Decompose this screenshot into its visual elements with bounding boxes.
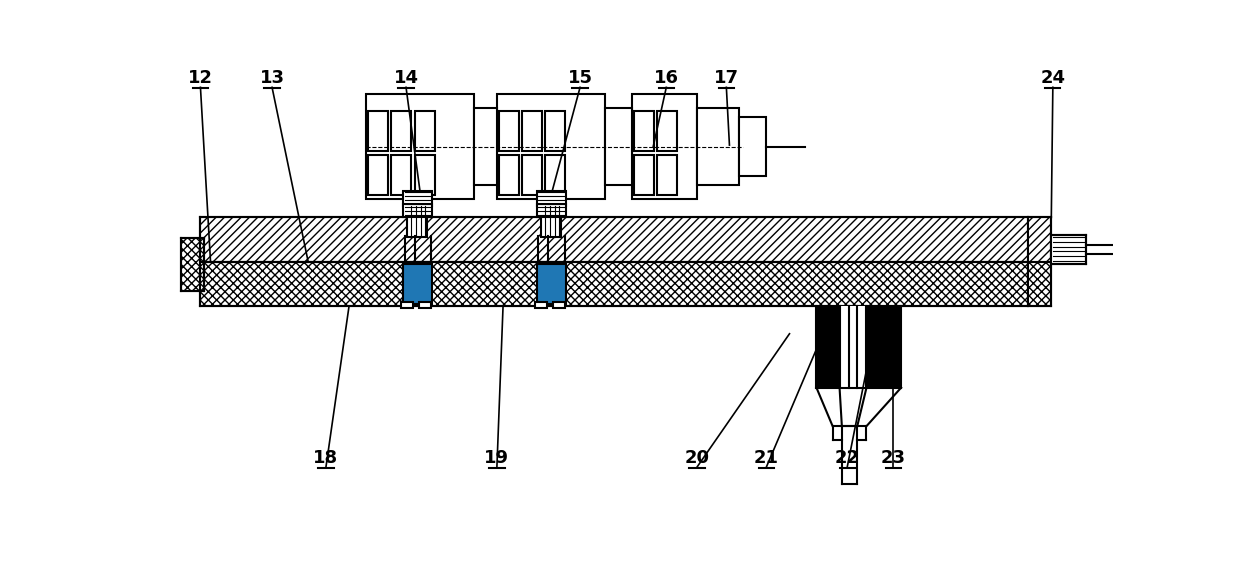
Bar (403, 264, 433, 304)
Bar (201, 262, 1028, 306)
Text: 23: 23 (880, 449, 906, 467)
Bar (634, 111, 653, 151)
Bar (1028, 218, 1052, 262)
Bar (1052, 235, 1086, 264)
Bar (816, 306, 839, 388)
Bar (539, 266, 547, 302)
Bar (839, 306, 867, 388)
Bar (420, 266, 428, 302)
Bar (500, 155, 520, 195)
Text: 14: 14 (393, 70, 419, 88)
Text: 20: 20 (684, 449, 709, 467)
Text: 15: 15 (568, 70, 593, 88)
Bar (201, 218, 1028, 262)
Bar (605, 108, 631, 185)
Bar (403, 191, 433, 206)
Bar (474, 108, 497, 185)
Bar (1028, 262, 1052, 306)
Bar (181, 238, 205, 291)
Bar (414, 111, 434, 151)
Bar (553, 302, 565, 309)
Bar (534, 302, 547, 309)
Text: 24: 24 (1040, 70, 1065, 88)
Bar (657, 111, 677, 151)
Text: 18: 18 (314, 449, 339, 467)
Bar (414, 155, 434, 195)
Bar (537, 191, 567, 206)
Text: 12: 12 (188, 70, 213, 88)
Bar (403, 204, 433, 218)
Bar (697, 108, 739, 185)
Bar (392, 155, 412, 195)
Text: 21: 21 (754, 449, 779, 467)
Bar (631, 94, 697, 199)
Bar (657, 155, 677, 195)
Bar (497, 94, 605, 199)
Bar (634, 155, 653, 195)
Bar (546, 111, 565, 151)
Bar (522, 111, 542, 151)
Bar (366, 94, 474, 199)
Bar (541, 206, 560, 237)
Bar (500, 111, 520, 151)
Text: 19: 19 (485, 449, 510, 467)
Bar (401, 302, 413, 309)
Text: 17: 17 (714, 70, 739, 88)
Bar (546, 155, 565, 195)
Bar (537, 204, 567, 218)
Bar (407, 206, 427, 237)
Bar (739, 117, 766, 176)
Bar (368, 155, 388, 195)
Bar (554, 266, 563, 302)
Bar (522, 155, 542, 195)
Bar (867, 306, 901, 388)
Text: 22: 22 (835, 449, 859, 467)
Bar (405, 266, 413, 302)
Bar (537, 264, 567, 304)
Bar (392, 111, 412, 151)
Bar (419, 302, 432, 309)
Text: 16: 16 (653, 70, 678, 88)
Text: 13: 13 (259, 70, 284, 88)
Bar (368, 111, 388, 151)
